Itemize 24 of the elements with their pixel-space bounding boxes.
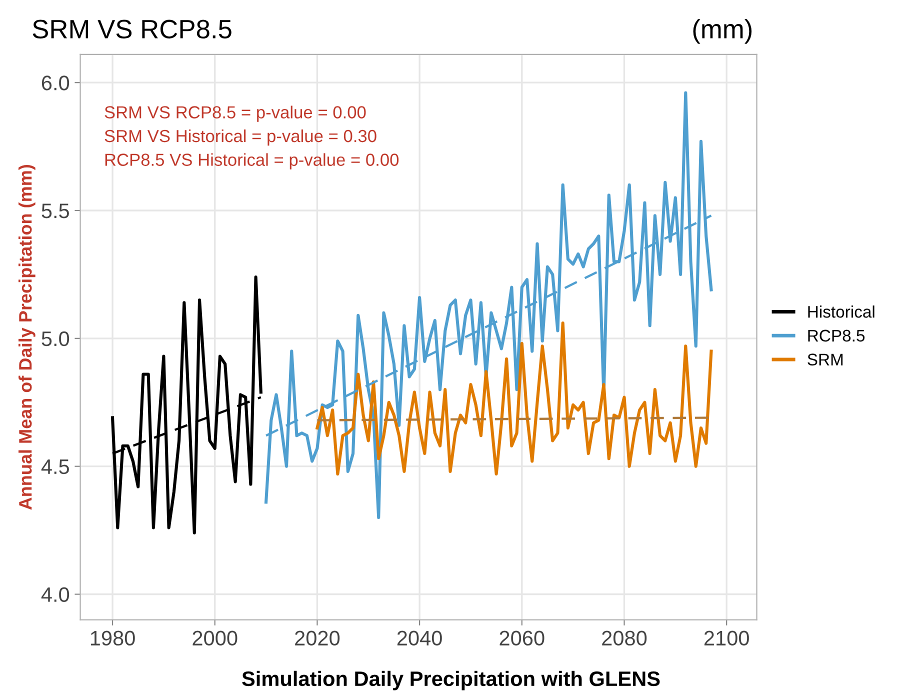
line-series <box>110 275 262 534</box>
y-tick-label: 4.5 <box>41 460 69 474</box>
y-tick-label: 4.0 <box>41 587 70 602</box>
y-tick-label: 5.5 <box>42 204 69 218</box>
chart-title: SRM VS RCP8.5 <box>32 20 232 38</box>
legend-label: Historical <box>808 305 874 318</box>
x-tick-label: 2100 <box>704 630 749 646</box>
legend-label: SRM <box>808 354 843 366</box>
annotation: SRM VS RCP8.5 = p-value = 0.00 <box>104 106 366 122</box>
text: (mm) <box>693 19 752 44</box>
x-tick-label: 2080 <box>602 630 647 646</box>
line-series <box>316 322 713 476</box>
x-tick-label: 1980 <box>90 630 135 646</box>
x-tick-label: 2060 <box>500 630 544 646</box>
y-tick-label: 6.0 <box>42 76 70 90</box>
text: Simulation Daily Precipitation with GLENS <box>242 670 660 690</box>
x-tick-label: 2000 <box>192 630 238 646</box>
y-tick-label: 5.0 <box>42 331 70 346</box>
annotation: RCP8.5 VS Historical = p-value = 0.00 <box>105 153 399 170</box>
y-axis-title: Annual Mean of Daily Precipitation (mm) <box>18 164 36 510</box>
x-tick-label: 2020 <box>295 630 340 646</box>
legend-label: RCP8.5 <box>808 330 865 342</box>
annotation: SRM VS Historical = p-value = 0.30 <box>104 129 376 146</box>
x-tick-label: 2040 <box>397 630 442 646</box>
